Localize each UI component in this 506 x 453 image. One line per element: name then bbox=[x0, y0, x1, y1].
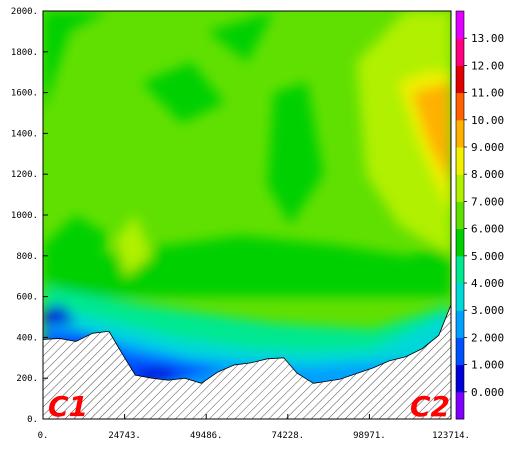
y-tick-label: 1000. bbox=[11, 211, 38, 221]
y-tick-label: 0. bbox=[27, 415, 38, 425]
colorbar-label: 12.00 bbox=[471, 59, 504, 72]
x-axis: 0. 24743. 49486. 74228. 98971. 123714. bbox=[38, 414, 470, 441]
annotation-c2: C2 bbox=[410, 390, 450, 423]
y-tick-label: 1800. bbox=[11, 48, 38, 58]
field-band-yellow-west bbox=[115, 215, 152, 277]
field-band-upper-mid bbox=[141, 62, 225, 124]
colorbar-swatch bbox=[456, 228, 464, 257]
x-tick-label: 24743. bbox=[108, 431, 141, 441]
colorbar-label: 13.00 bbox=[471, 32, 504, 45]
colorbar-swatch bbox=[456, 255, 464, 284]
colorbar-swatch bbox=[456, 147, 464, 175]
colorbar-swatch bbox=[456, 92, 464, 121]
y-tick-label: 1600. bbox=[11, 89, 38, 99]
colorbar-label: 3.000 bbox=[471, 304, 504, 317]
colorbar-swatch bbox=[456, 337, 464, 366]
colorbar-label: 9.000 bbox=[471, 141, 504, 154]
colorbar-label: 4.000 bbox=[471, 277, 504, 290]
field-band-center bbox=[267, 82, 324, 226]
x-tick-label: 49486. bbox=[190, 431, 223, 441]
colorbar-swatch bbox=[456, 174, 464, 202]
colorbar-label: 5.000 bbox=[471, 250, 504, 263]
colorbar-label: 1.000 bbox=[471, 359, 504, 372]
plot-area bbox=[43, 11, 451, 419]
x-tick-label: 0. bbox=[38, 431, 49, 441]
x-tick-label: 98971. bbox=[353, 431, 386, 441]
colorbar-swatch bbox=[456, 65, 464, 94]
field-band-top bbox=[207, 11, 274, 62]
colorbar: 0.000 1.000 2.000 3.000 4.000 5.000 6.000 7.000… bbox=[455, 10, 504, 420]
y-tick-label: 600. bbox=[16, 293, 38, 303]
colorbar-swatch bbox=[456, 201, 464, 230]
x-tick-label: 123714. bbox=[432, 431, 470, 441]
y-tick-label: 800. bbox=[16, 252, 38, 262]
colorbar-swatch bbox=[456, 38, 464, 66]
y-tick-label: 1400. bbox=[11, 129, 38, 139]
y-tick-label: 1200. bbox=[11, 170, 38, 180]
field-band-upper-left bbox=[43, 11, 109, 113]
colorbar-label: 7.000 bbox=[471, 195, 504, 208]
colorbar-swatch bbox=[456, 391, 464, 420]
colorbar-swatch bbox=[456, 310, 464, 338]
terrain-hatch bbox=[43, 304, 451, 419]
colorbar-label: 6.000 bbox=[471, 223, 504, 236]
y-axis: 0. 200. 400. 600. 800. 1000. 1200. 1400. 1600. 18… bbox=[11, 7, 48, 425]
colorbar-label: 10.00 bbox=[471, 114, 504, 127]
colorbar-swatch bbox=[456, 119, 464, 148]
field-band-darkblue-left bbox=[43, 304, 76, 326]
y-tick-label: 200. bbox=[16, 374, 38, 384]
x-tick-label: 74228. bbox=[272, 431, 305, 441]
colorbar-label: 8.000 bbox=[471, 168, 504, 181]
colorbar-label: 11.00 bbox=[471, 87, 504, 100]
y-tick-label: 400. bbox=[16, 333, 38, 343]
colorbar-swatch bbox=[456, 283, 464, 311]
colorbar-swatch bbox=[456, 364, 464, 393]
colorbar-label: 2.000 bbox=[471, 331, 504, 344]
annotation-c1: C1 bbox=[48, 390, 88, 423]
colorbar-label: 0.000 bbox=[471, 386, 504, 399]
y-tick-label: 2000. bbox=[11, 7, 38, 17]
field-band-orange bbox=[412, 82, 451, 185]
colorbar-frame bbox=[455, 10, 465, 420]
colorbar-swatch bbox=[456, 11, 464, 39]
